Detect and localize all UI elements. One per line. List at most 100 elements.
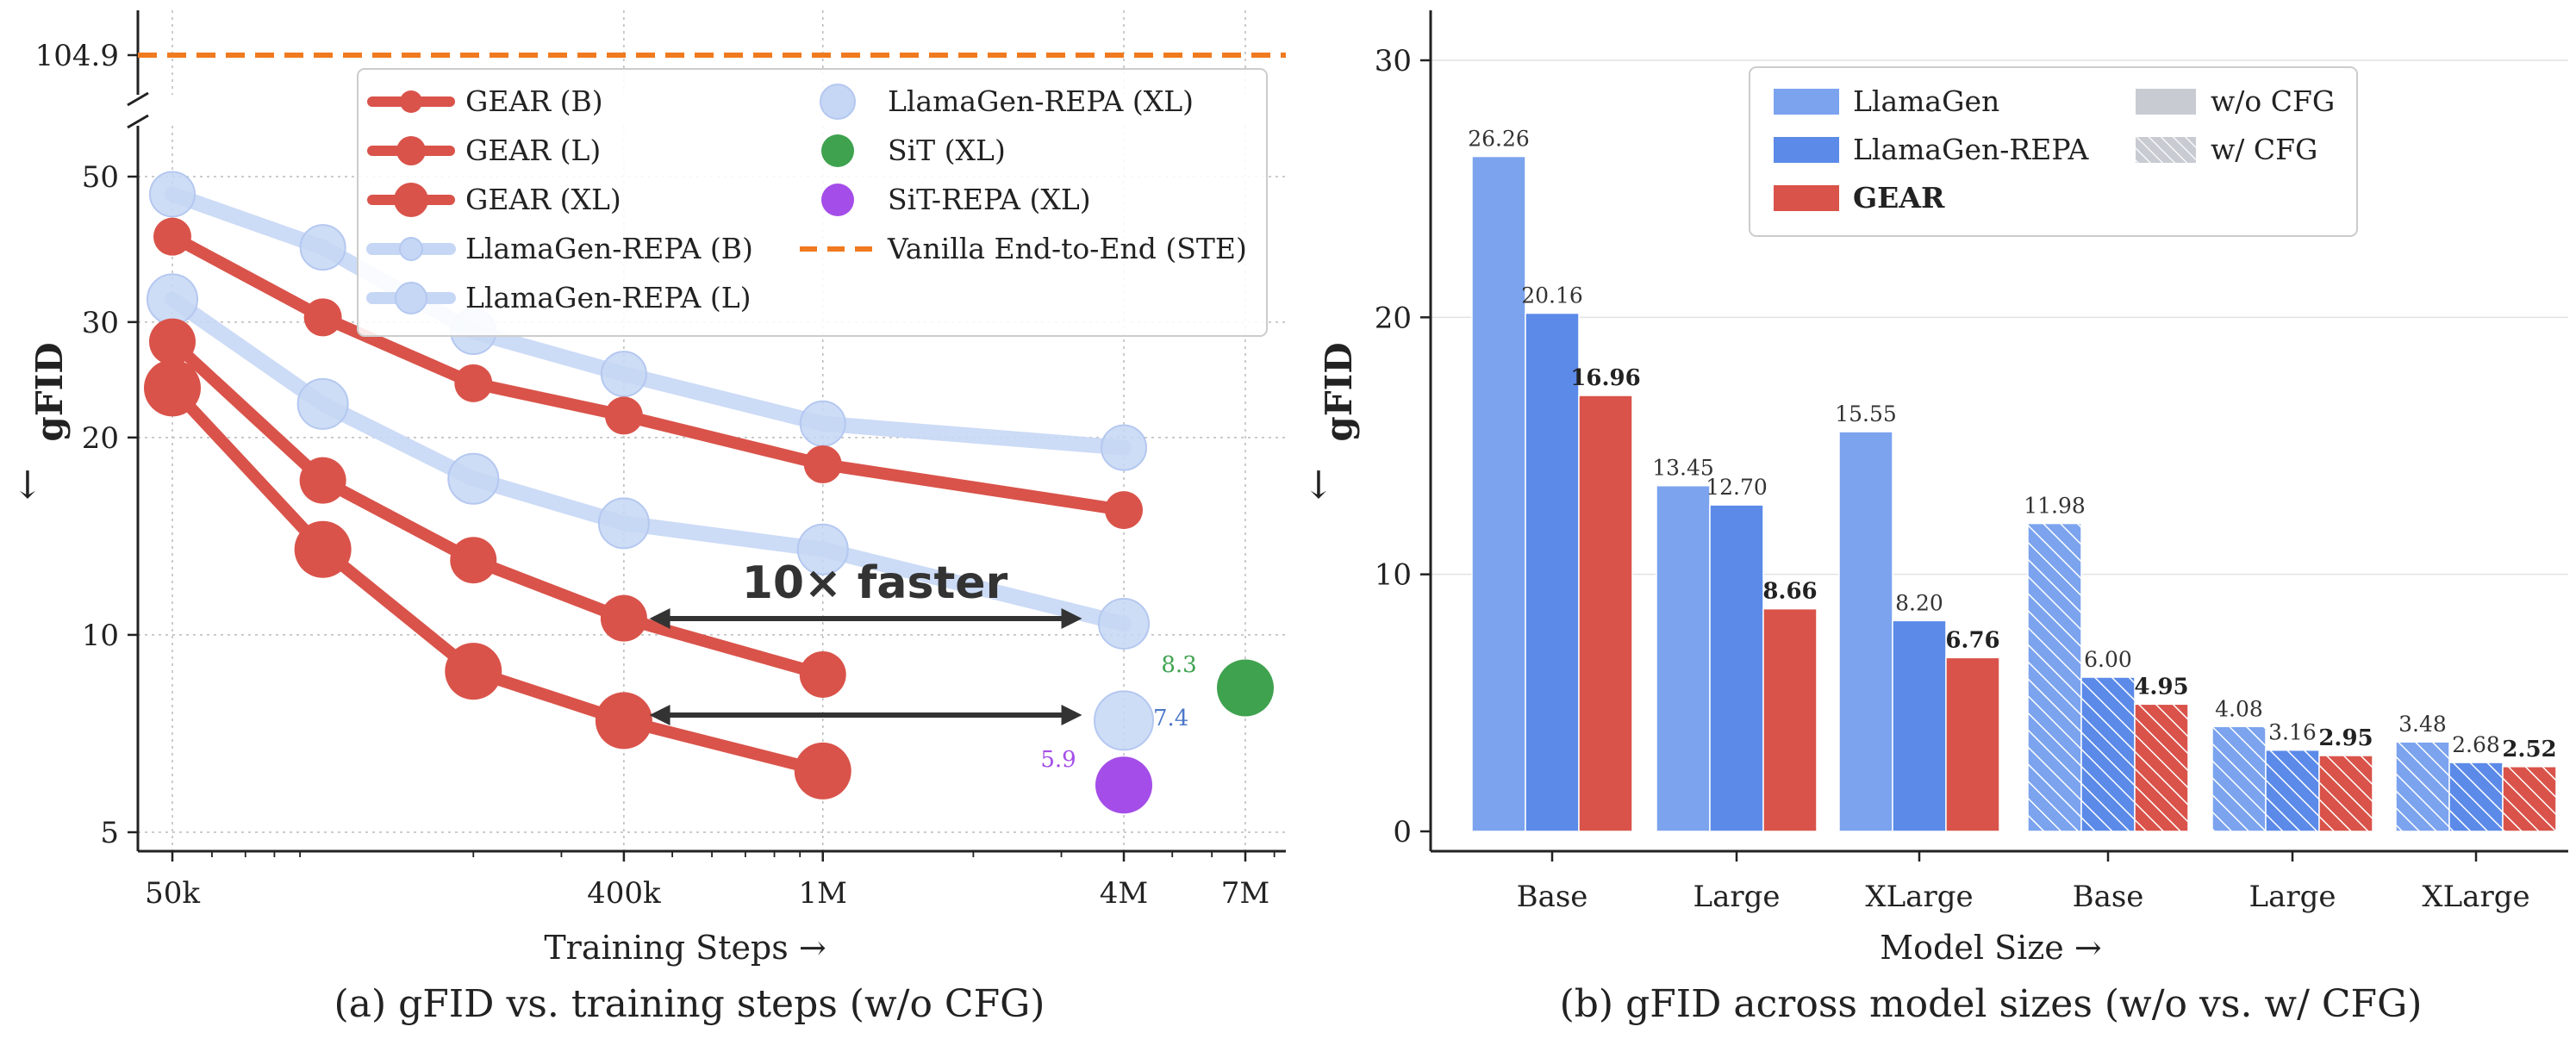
x-tick-label: 4M bbox=[1100, 876, 1148, 911]
legend-item-w-cfg: w/ CFG bbox=[2136, 133, 2317, 166]
legend-marker bbox=[395, 282, 427, 314]
bar-value-label: 20.16 bbox=[1521, 283, 1583, 308]
panel-a-xlabel: Training Steps → bbox=[544, 929, 826, 967]
x-tick-label: 1M bbox=[799, 876, 847, 911]
bar-hatch bbox=[2081, 677, 2135, 831]
legend-label: w/ CFG bbox=[2211, 133, 2317, 166]
bar-gear bbox=[1578, 395, 1633, 832]
data-point bbox=[796, 523, 849, 575]
bar-value-label: 8.66 bbox=[1762, 579, 1817, 605]
data-point bbox=[149, 318, 196, 365]
panel-b: 26.2620.1616.9613.4512.708.6615.558.206.… bbox=[1303, 10, 2568, 1026]
data-point bbox=[303, 298, 342, 337]
data-point bbox=[1105, 491, 1144, 530]
bar-value-label: 6.76 bbox=[1945, 627, 1999, 653]
series-gear-l bbox=[149, 318, 846, 698]
series-line bbox=[165, 186, 1132, 456]
x-tick-label: 400k bbox=[587, 876, 661, 911]
data-point bbox=[600, 594, 647, 642]
bar-hatch bbox=[2212, 726, 2266, 831]
bar-llamagen-repa bbox=[1892, 619, 1947, 832]
point-label-sit-repa: 5.9 bbox=[1040, 747, 1076, 773]
legend-marker bbox=[820, 84, 856, 120]
x-tick-label: 50k bbox=[145, 876, 200, 911]
bar-hatch bbox=[2266, 750, 2319, 831]
panel-b-bars: 26.2620.1616.9613.4512.708.6615.558.206.… bbox=[1468, 127, 2557, 832]
bar-group-xlarge: 15.55 8.206.76 bbox=[1835, 401, 2000, 832]
y-tick-label: 30 bbox=[1375, 44, 1412, 78]
series-llamagen-repa-xl bbox=[149, 171, 1148, 471]
bar-group-base: 11.98 6.004.95 bbox=[2024, 494, 2189, 832]
bar-llamagen-repa bbox=[1709, 504, 1764, 832]
legend-label: GEAR (B) bbox=[465, 84, 603, 118]
panel-b-yarrow: ↓ bbox=[1303, 464, 1335, 507]
legend-label: LlamaGen-REPA bbox=[1853, 133, 2090, 166]
y-tick-label: 104.9 bbox=[35, 39, 119, 73]
legend-swatch bbox=[1774, 89, 1839, 115]
arrow-head bbox=[1061, 608, 1082, 629]
y-tick-label: 10 bbox=[82, 619, 119, 653]
panel-b-ylabel: gFID bbox=[1318, 342, 1360, 441]
bar-group-base: 26.26 20.16 16.96 bbox=[1468, 127, 1641, 832]
bar-value-label: 8.20 bbox=[1895, 590, 1943, 615]
x-tick-label: Large bbox=[2249, 880, 2336, 914]
series-gear-b bbox=[153, 217, 1144, 530]
bar-llamagen-repa bbox=[1525, 312, 1580, 832]
legend-item-gear: GEAR bbox=[1774, 181, 1945, 215]
legend-swatch bbox=[2136, 89, 2196, 115]
bar-hatch bbox=[2503, 766, 2556, 831]
speedup-label: 10× faster bbox=[742, 557, 1008, 609]
data-point bbox=[294, 520, 352, 578]
bar-group-xlarge: 3.482.68 2.52 bbox=[2395, 712, 2557, 832]
bar-value-label: 4.08 bbox=[2215, 696, 2263, 721]
data-point bbox=[597, 497, 650, 550]
bar-llamagen bbox=[1656, 484, 1711, 832]
panel-b-caption: (b) gFID across model sizes (w/o vs. w/ … bbox=[1560, 982, 2423, 1026]
bar-value-label: 6.00 bbox=[2084, 647, 2132, 672]
data-point bbox=[803, 445, 842, 484]
series-line bbox=[166, 230, 1131, 517]
bar-gear bbox=[1945, 656, 2000, 832]
data-point bbox=[149, 171, 196, 218]
series-line bbox=[165, 291, 1132, 631]
x-tick-label: Large bbox=[1693, 880, 1781, 914]
data-point bbox=[600, 351, 647, 398]
legend-label: LlamaGen bbox=[1853, 84, 1999, 118]
series-llamagen-repa-l bbox=[147, 273, 1151, 650]
legend-item-sit-xl: SiT (XL) bbox=[821, 134, 1006, 167]
bar-value-label: 26.26 bbox=[1468, 127, 1530, 152]
data-point bbox=[447, 452, 500, 505]
bar-hatch bbox=[2449, 762, 2503, 831]
data-point bbox=[799, 650, 846, 698]
panel-a-ylabel: gFID bbox=[28, 342, 71, 441]
panel-b-ticks: 0 10 20 30 Base Large XLarge Base Large XLarge bbox=[1375, 44, 2530, 914]
legend-label: SiT (XL) bbox=[888, 134, 1006, 167]
bar-value-label: 12.70 bbox=[1706, 475, 1768, 500]
panel-a-legend: GEAR (B) GEAR (L) GEAR (XL) LlamaGen-REPA (… bbox=[357, 68, 1268, 337]
legend-item-llamagen: LlamaGen bbox=[1774, 84, 1999, 118]
arrow-head bbox=[1061, 705, 1082, 725]
legend-marker bbox=[821, 184, 854, 216]
panel-a-caption: (a) gFID vs. training steps (w/o CFG) bbox=[334, 982, 1045, 1026]
legend-item-llamagen-repa-b: LlamaGen-REPA (B) bbox=[366, 232, 753, 265]
bar-value-label: 11.98 bbox=[2024, 494, 2086, 519]
data-point bbox=[299, 224, 346, 271]
data-point bbox=[445, 643, 502, 700]
legend-item-wo-cfg: w/o CFG bbox=[2136, 84, 2335, 118]
bar-value-label: 4.95 bbox=[2134, 674, 2188, 700]
x-tick-label: Base bbox=[1517, 880, 1588, 914]
legend-label: GEAR (XL) bbox=[465, 183, 621, 216]
bar-value-label: 16.96 bbox=[1570, 365, 1640, 391]
panel-a-ticks: 50k 400k 1M 4M 7M 5 10 20 30 50 104.9 bbox=[35, 39, 1276, 911]
legend-box bbox=[357, 68, 1268, 337]
legend-label: GEAR bbox=[1853, 181, 1945, 215]
data-point bbox=[153, 217, 191, 256]
data-point bbox=[595, 692, 652, 750]
legend-item-llamagen-repa-l: LlamaGen-REPA (L) bbox=[366, 281, 752, 314]
legend-label: LlamaGen-REPA (B) bbox=[465, 232, 753, 265]
axis-break-mark bbox=[127, 114, 149, 129]
point-label-sit: 8.3 bbox=[1161, 652, 1196, 678]
legend-label: w/o CFG bbox=[2211, 84, 2335, 118]
legend-item-llamagen-repa: LlamaGen-REPA bbox=[1774, 133, 2090, 166]
